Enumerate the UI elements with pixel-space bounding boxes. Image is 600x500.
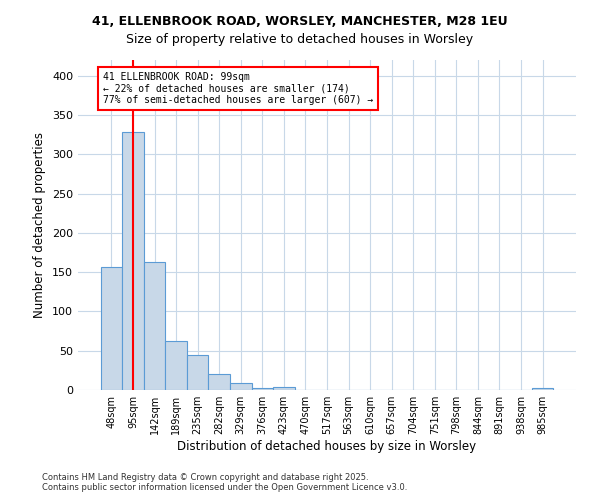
Bar (251, 388, 273, 390)
Bar (144, 262, 166, 390)
X-axis label: Distribution of detached houses by size in Worsley: Distribution of detached houses by size … (178, 440, 476, 453)
Text: Size of property relative to detached houses in Worsley: Size of property relative to detached ho… (127, 32, 473, 46)
Text: 41 ELLENBROOK ROAD: 99sqm
← 22% of detached houses are smaller (174)
77% of semi: 41 ELLENBROOK ROAD: 99sqm ← 22% of detac… (103, 72, 373, 105)
Bar (532, 388, 553, 390)
Bar (101, 268, 122, 390)
Bar (187, 356, 208, 390)
Bar (166, 340, 187, 390)
Text: Contains HM Land Registry data © Crown copyright and database right 2025.
Contai: Contains HM Land Registry data © Crown c… (42, 473, 407, 492)
Bar (208, 374, 230, 390)
Text: 41, ELLENBROOK ROAD, WORSLEY, MANCHESTER, M28 1EU: 41, ELLENBROOK ROAD, WORSLEY, MANCHESTER… (92, 15, 508, 28)
Bar (122, 132, 144, 390)
Bar (230, 383, 251, 390)
Bar (273, 387, 295, 390)
Y-axis label: Number of detached properties: Number of detached properties (34, 132, 46, 318)
